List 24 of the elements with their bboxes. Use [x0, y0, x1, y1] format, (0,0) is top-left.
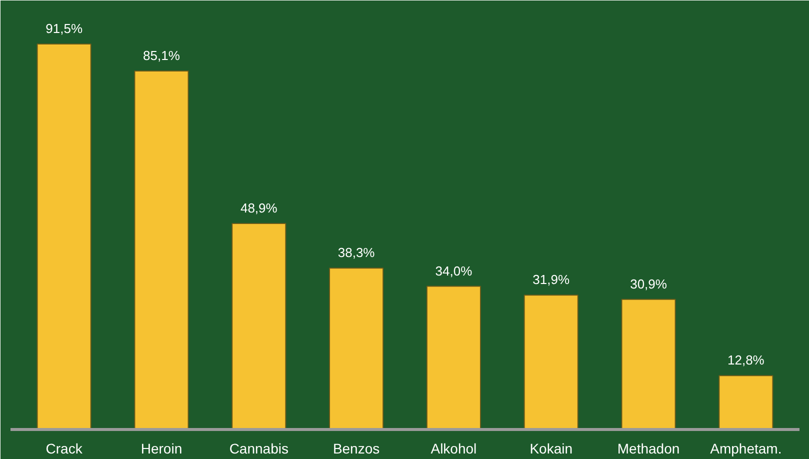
x-tick-label: Methadon — [617, 440, 680, 456]
bar — [426, 286, 481, 430]
bar — [718, 375, 774, 430]
x-tick-label: Kokain — [530, 440, 573, 456]
x-tick-label: Amphetam. — [710, 440, 782, 456]
x-tick-label: Alkohol — [430, 440, 477, 456]
data-label: 34,0% — [435, 263, 473, 278]
data-label: 30,9% — [630, 276, 668, 292]
data-label: 38,3% — [338, 245, 376, 260]
x-tick-label: Crack — [46, 440, 84, 456]
data-label: 85,1% — [143, 48, 180, 64]
data-label: 91,5% — [46, 21, 83, 36]
x-tick-label: Heroin — [140, 440, 182, 456]
data-label: 48,9% — [240, 200, 278, 216]
data-label: 12,8% — [727, 352, 765, 368]
x-tick-label: Benzos — [332, 440, 380, 456]
bar — [329, 268, 384, 430]
bar — [232, 223, 286, 430]
bar — [36, 44, 92, 430]
data-label: 31,9% — [532, 272, 570, 288]
bar — [134, 70, 189, 430]
bar — [621, 298, 676, 430]
x-tick-label: Cannabis — [229, 440, 288, 456]
bar — [524, 294, 578, 430]
